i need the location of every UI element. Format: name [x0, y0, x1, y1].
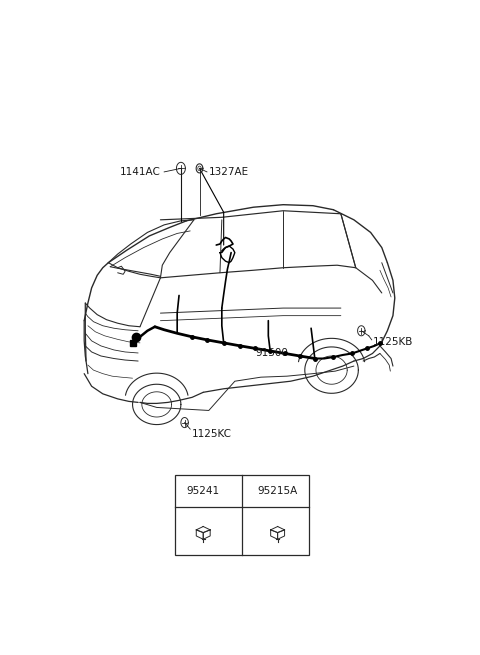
Text: 1141AC: 1141AC	[120, 167, 160, 177]
Text: 91500: 91500	[255, 348, 288, 358]
Text: 95241: 95241	[187, 485, 220, 496]
Text: 1327AE: 1327AE	[209, 167, 249, 177]
Text: 95215A: 95215A	[257, 485, 298, 496]
Bar	[175, 474, 309, 555]
Text: 1125KC: 1125KC	[192, 429, 232, 439]
Text: 1125KB: 1125KB	[372, 337, 413, 347]
